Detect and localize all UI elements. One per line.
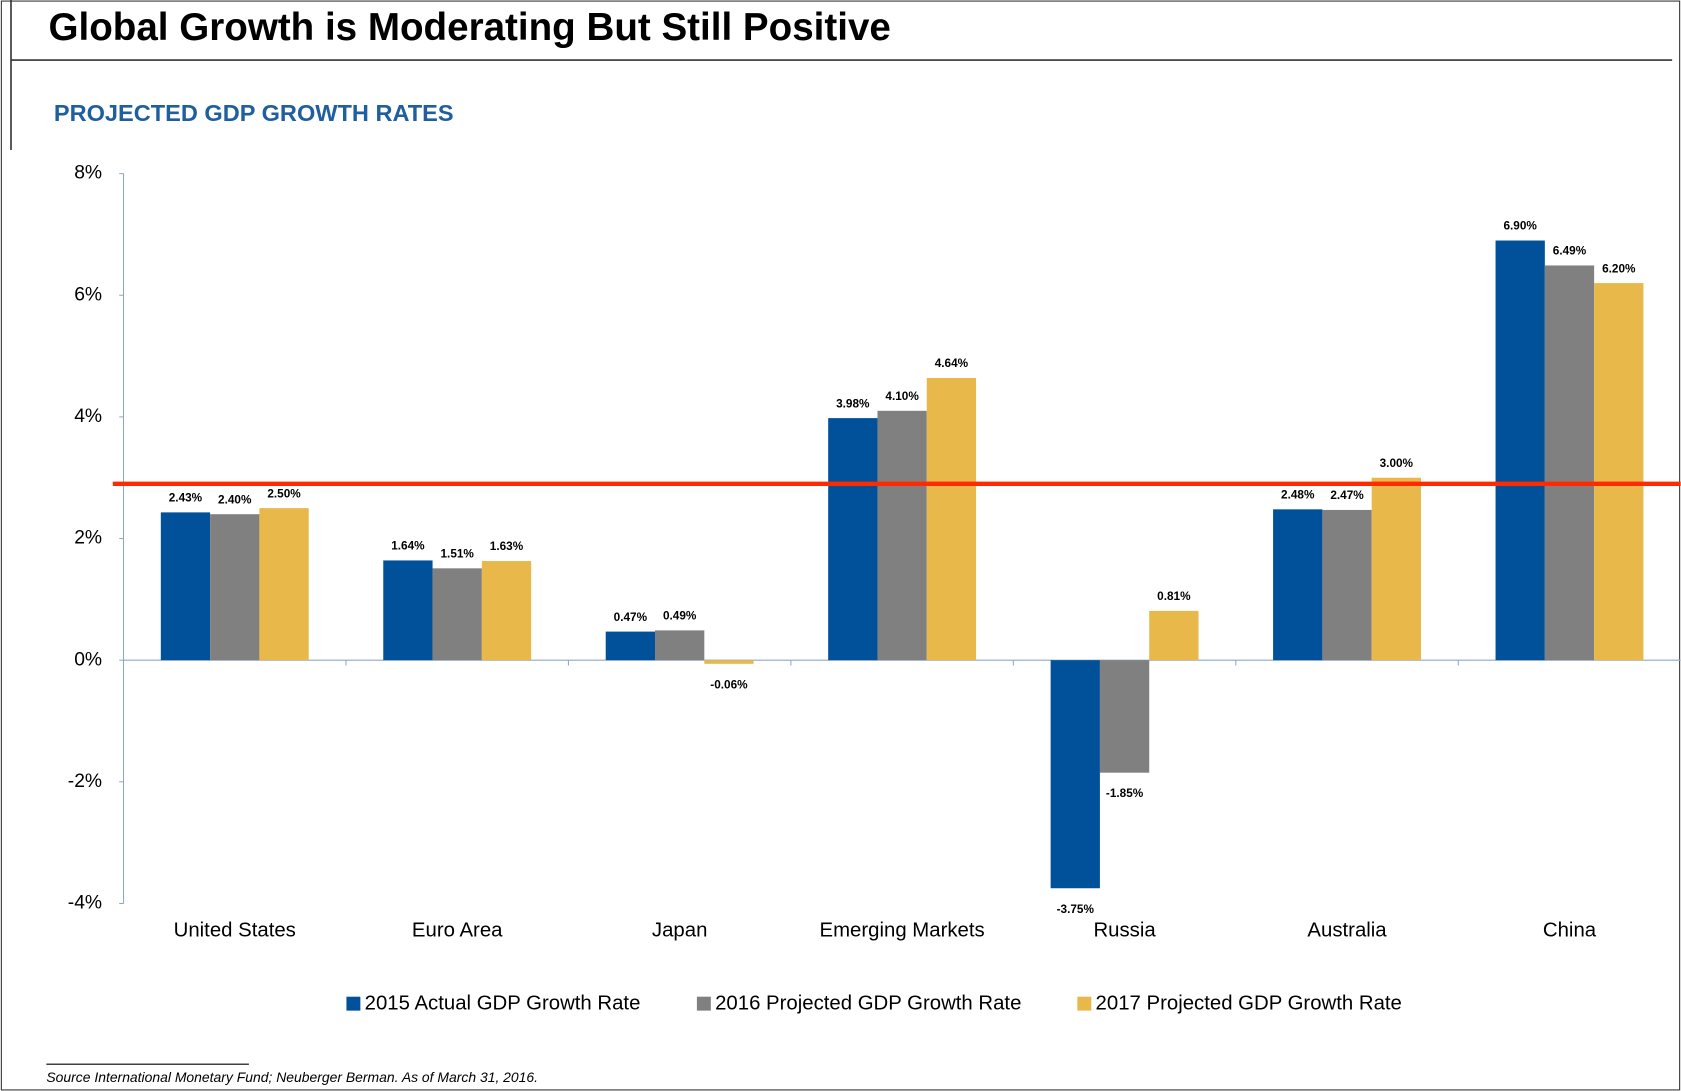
bar [1273, 509, 1323, 661]
value-label: 6.20% [1602, 262, 1636, 275]
legend-swatch [696, 996, 711, 1011]
value-label: 0.81% [1157, 590, 1191, 603]
source-note: Source International Monetary Fund; Neub… [46, 1069, 538, 1085]
x-tick-label: China [1543, 920, 1597, 942]
bar [1371, 477, 1421, 661]
legend-swatch [346, 996, 361, 1011]
value-label: 1.63% [490, 540, 524, 553]
value-label: 6.49% [1553, 245, 1587, 258]
bar [1099, 660, 1150, 773]
value-label: 4.64% [935, 357, 969, 370]
y-tick-label: 0% [74, 649, 102, 670]
legend-swatch [1077, 996, 1092, 1011]
y-tick-label: -2% [68, 771, 102, 792]
bar [1322, 509, 1372, 661]
x-tick-label: United States [174, 920, 296, 942]
bar [160, 512, 211, 661]
bar [1544, 265, 1595, 661]
bar [383, 560, 433, 661]
x-tick-label: Russia [1093, 920, 1156, 942]
value-label: 1.64% [391, 540, 425, 553]
value-label: 2.40% [218, 493, 252, 506]
value-label: -0.06% [710, 678, 748, 691]
y-tick-label: 2% [74, 528, 102, 549]
value-label: 2.50% [267, 487, 301, 500]
x-tick-label: Japan [652, 920, 707, 942]
bar [1495, 240, 1545, 661]
value-label: 0.47% [614, 611, 648, 624]
bar [259, 508, 309, 661]
y-tick-label: 8% [74, 163, 102, 184]
bar [704, 660, 754, 664]
y-tick-label: -4% [68, 893, 102, 914]
value-label: 3.98% [836, 397, 870, 410]
bar [877, 410, 927, 661]
y-tick-label: 4% [74, 406, 102, 427]
value-label: 2.48% [1281, 489, 1315, 502]
value-label: 4.10% [885, 390, 919, 403]
chart-subtitle: PROJECTED GDP GROWTH RATES [54, 100, 454, 126]
value-label: -3.75% [1057, 903, 1095, 916]
bar [210, 514, 260, 661]
chart-title: Global Growth is Moderating But Still Po… [49, 6, 891, 49]
x-tick-label: Australia [1307, 920, 1387, 942]
legend-label: 2017 Projected GDP Growth Rate [1096, 993, 1402, 1015]
bar [1050, 660, 1100, 889]
value-label: 6.90% [1504, 220, 1538, 233]
bar [828, 418, 878, 661]
bar [605, 631, 656, 661]
x-tick-label: Emerging Markets [820, 920, 985, 942]
legend-label: 2015 Actual GDP Growth Rate [365, 993, 641, 1015]
value-label: 2.43% [169, 492, 203, 505]
value-label: 0.49% [663, 610, 697, 623]
value-label: -1.85% [1106, 787, 1144, 800]
y-tick-label: 6% [74, 284, 102, 305]
legend-label: 2016 Projected GDP Growth Rate [715, 993, 1021, 1015]
value-label: 1.51% [441, 548, 475, 561]
bar [432, 568, 482, 661]
bar [1149, 610, 1199, 661]
x-tick-label: Euro Area [412, 920, 503, 942]
value-label: 3.00% [1380, 457, 1414, 470]
value-label: 2.47% [1330, 489, 1364, 502]
bar [926, 377, 977, 661]
bar [655, 630, 705, 661]
bar [481, 561, 532, 661]
bar [1594, 283, 1644, 661]
